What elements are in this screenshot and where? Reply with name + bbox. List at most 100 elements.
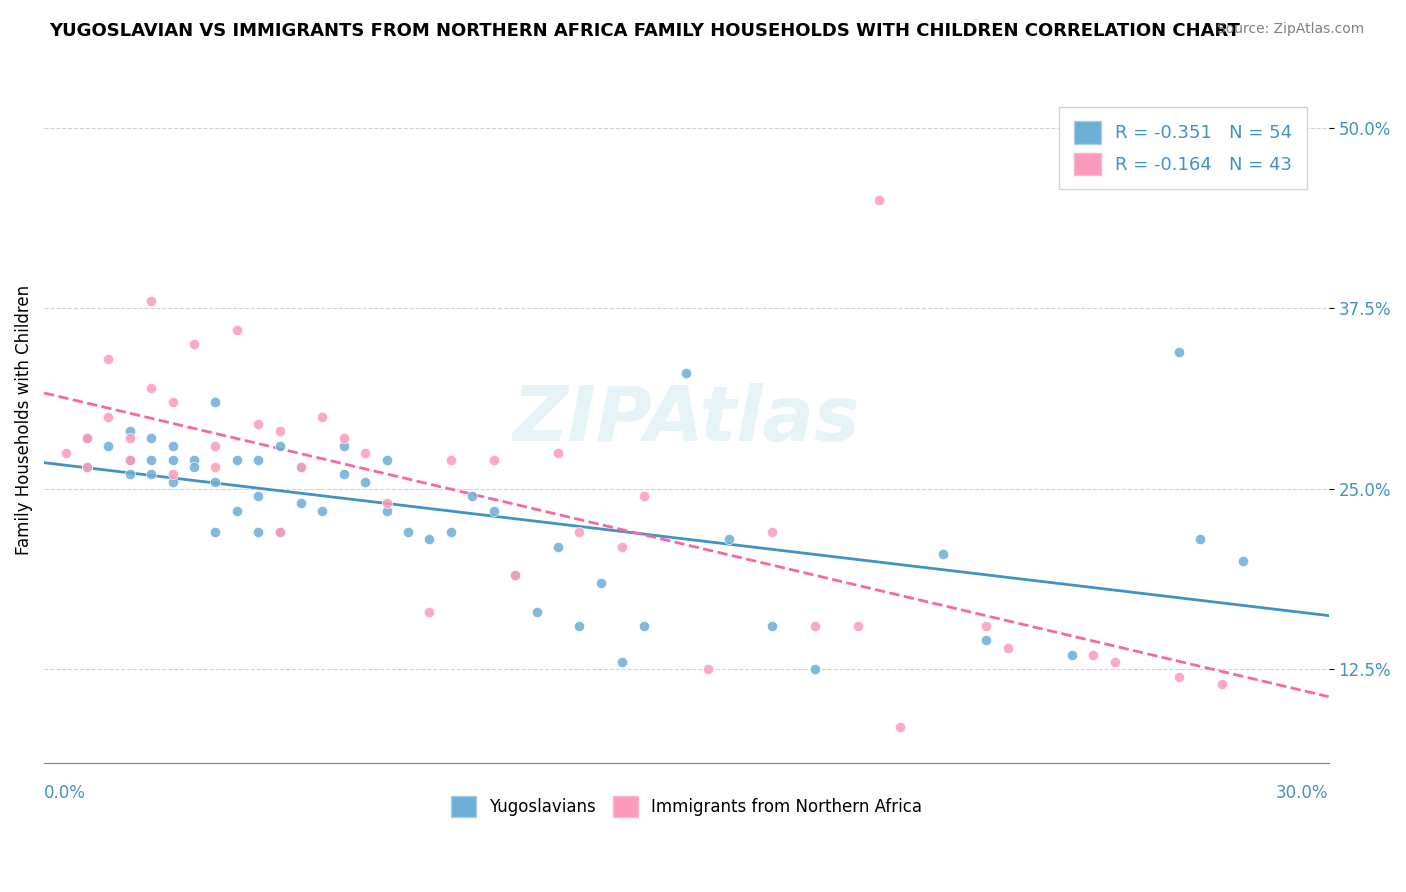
Point bbox=[204, 525, 226, 540]
Point bbox=[568, 525, 591, 540]
Point bbox=[761, 525, 783, 540]
Point bbox=[375, 503, 398, 517]
Point bbox=[974, 619, 997, 633]
Point bbox=[547, 540, 569, 554]
Point bbox=[204, 438, 226, 452]
Point bbox=[162, 475, 184, 489]
Point bbox=[118, 424, 141, 438]
Point bbox=[846, 619, 869, 633]
Point bbox=[354, 475, 377, 489]
Point bbox=[440, 525, 463, 540]
Point bbox=[141, 467, 163, 482]
Point bbox=[76, 460, 98, 475]
Point bbox=[204, 460, 226, 475]
Point bbox=[204, 475, 226, 489]
Point bbox=[204, 395, 226, 409]
Y-axis label: Family Households with Children: Family Households with Children bbox=[15, 285, 32, 556]
Point bbox=[1060, 648, 1083, 662]
Point bbox=[633, 489, 655, 503]
Point bbox=[503, 568, 526, 582]
Point bbox=[418, 533, 440, 547]
Text: YUGOSLAVIAN VS IMMIGRANTS FROM NORTHERN AFRICA FAMILY HOUSEHOLDS WITH CHILDREN C: YUGOSLAVIAN VS IMMIGRANTS FROM NORTHERN … bbox=[49, 22, 1240, 40]
Point bbox=[290, 460, 312, 475]
Point bbox=[225, 453, 247, 467]
Text: 0.0%: 0.0% bbox=[44, 784, 86, 802]
Point bbox=[76, 460, 98, 475]
Point bbox=[183, 453, 205, 467]
Point bbox=[1232, 554, 1254, 568]
Point bbox=[1189, 533, 1212, 547]
Point bbox=[610, 655, 633, 669]
Point bbox=[503, 568, 526, 582]
Point bbox=[269, 424, 291, 438]
Point bbox=[333, 438, 356, 452]
Point bbox=[375, 453, 398, 467]
Point bbox=[118, 431, 141, 445]
Point bbox=[1167, 669, 1189, 683]
Point bbox=[97, 438, 120, 452]
Point bbox=[55, 446, 77, 460]
Point bbox=[868, 193, 890, 207]
Point bbox=[761, 619, 783, 633]
Point bbox=[974, 633, 997, 648]
Point bbox=[354, 446, 377, 460]
Point bbox=[718, 533, 741, 547]
Point bbox=[589, 575, 612, 590]
Point bbox=[247, 525, 270, 540]
Point bbox=[162, 467, 184, 482]
Point bbox=[118, 453, 141, 467]
Point bbox=[675, 367, 697, 381]
Text: ZIPAtlas: ZIPAtlas bbox=[513, 384, 860, 458]
Point bbox=[997, 640, 1019, 655]
Point bbox=[375, 496, 398, 510]
Point bbox=[333, 467, 356, 482]
Point bbox=[183, 337, 205, 351]
Point bbox=[225, 503, 247, 517]
Point bbox=[526, 605, 548, 619]
Point bbox=[932, 547, 955, 561]
Text: Source: ZipAtlas.com: Source: ZipAtlas.com bbox=[1216, 22, 1364, 37]
Point bbox=[225, 323, 247, 337]
Point bbox=[804, 662, 827, 676]
Point bbox=[269, 525, 291, 540]
Point bbox=[290, 460, 312, 475]
Point bbox=[247, 417, 270, 431]
Point bbox=[1167, 344, 1189, 359]
Point bbox=[333, 431, 356, 445]
Point bbox=[461, 489, 484, 503]
Point bbox=[141, 381, 163, 395]
Point bbox=[141, 453, 163, 467]
Point bbox=[269, 525, 291, 540]
Point bbox=[162, 453, 184, 467]
Point bbox=[482, 453, 505, 467]
Point bbox=[396, 525, 419, 540]
Point bbox=[568, 619, 591, 633]
Text: 30.0%: 30.0% bbox=[1277, 784, 1329, 802]
Point bbox=[633, 619, 655, 633]
Point bbox=[162, 438, 184, 452]
Point bbox=[1081, 648, 1104, 662]
Point bbox=[76, 431, 98, 445]
Point bbox=[247, 453, 270, 467]
Point bbox=[889, 720, 911, 734]
Point bbox=[183, 460, 205, 475]
Point bbox=[141, 294, 163, 309]
Point bbox=[804, 619, 827, 633]
Point bbox=[1211, 677, 1233, 691]
Point bbox=[76, 431, 98, 445]
Point bbox=[97, 409, 120, 424]
Legend: Yugoslavians, Immigrants from Northern Africa: Yugoslavians, Immigrants from Northern A… bbox=[444, 789, 928, 823]
Point bbox=[162, 395, 184, 409]
Point bbox=[311, 503, 333, 517]
Point bbox=[418, 605, 440, 619]
Point bbox=[610, 540, 633, 554]
Point bbox=[269, 438, 291, 452]
Point bbox=[311, 409, 333, 424]
Point bbox=[1104, 655, 1126, 669]
Point bbox=[696, 662, 718, 676]
Point bbox=[141, 431, 163, 445]
Point bbox=[97, 351, 120, 366]
Point bbox=[247, 489, 270, 503]
Point bbox=[290, 496, 312, 510]
Point bbox=[118, 453, 141, 467]
